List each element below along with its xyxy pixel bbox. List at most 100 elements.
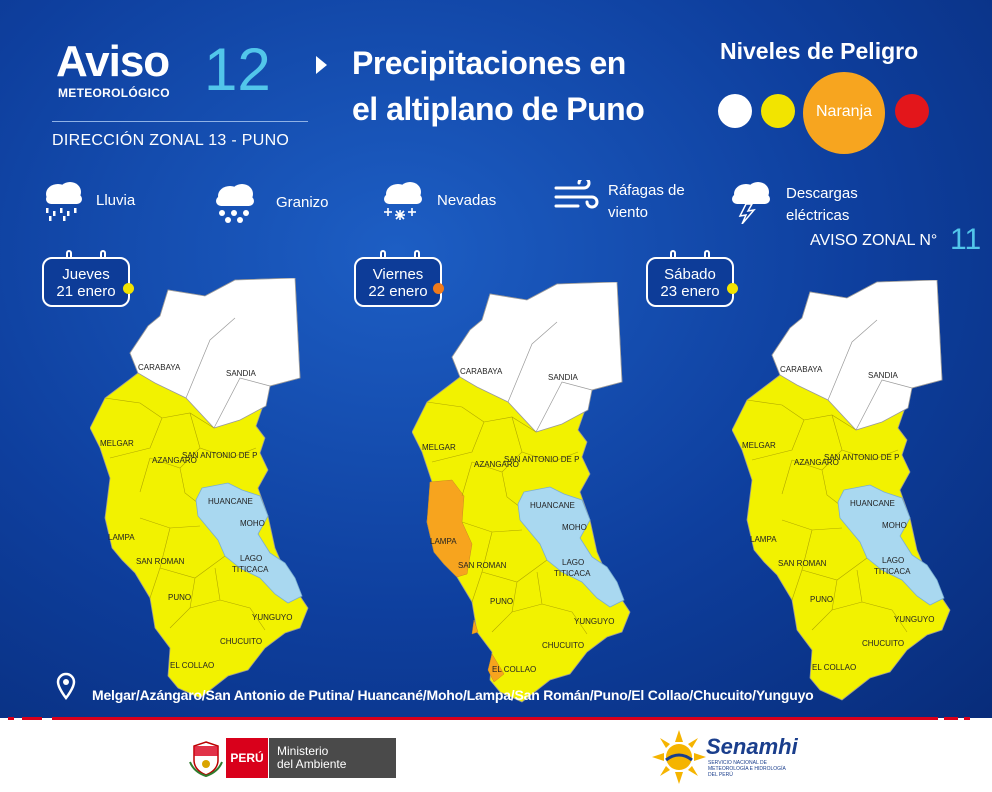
niveles-title: Niveles de Peligro bbox=[720, 38, 919, 64]
province-borders bbox=[104, 397, 266, 631]
aviso-zonal-label: AVISO ZONAL N° bbox=[810, 232, 938, 249]
map-label-carabaya: CARABAYA bbox=[780, 365, 823, 374]
map-label-melgar: MELGAR bbox=[742, 441, 776, 450]
lightning-cloud-icon bbox=[732, 182, 770, 224]
map-label-el-collao: EL COLLAO bbox=[812, 663, 856, 672]
map-label-puno: PUNO bbox=[810, 595, 833, 604]
map-label-azangaro: AZANGARO bbox=[152, 456, 197, 465]
title-line-1: Precipitaciones en bbox=[352, 45, 626, 81]
region-border bbox=[827, 319, 913, 431]
title-line-2: el altiplano de Puno bbox=[352, 91, 645, 127]
map-label-sandia: SANDIA bbox=[548, 373, 578, 382]
level-yellow-dot bbox=[761, 94, 795, 128]
rain-cloud-icon bbox=[46, 182, 82, 221]
ministerio-line-1: Ministerio bbox=[277, 744, 329, 758]
map-label-san-antonio: SAN ANTONIO DE P bbox=[504, 455, 579, 464]
map-label-lago: LAGO bbox=[240, 554, 262, 563]
senamhi-subtitle: SERVICIO NACIONAL DE METEOROLOGÍA E HIDR… bbox=[708, 760, 786, 778]
day-date: 22 enero bbox=[368, 283, 428, 300]
map-label-yunguyo: YUNGUYO bbox=[574, 617, 614, 626]
page-title: Precipitaciones en el altiplano de Puno bbox=[352, 40, 645, 132]
peru-label: PERÚ bbox=[226, 738, 268, 778]
day-badge-sabado: Sábado 23 enero bbox=[646, 257, 734, 307]
brand-meteorologico: METEOROLÓGICO bbox=[58, 86, 170, 100]
map-label-carabaya: CARABAYA bbox=[138, 363, 181, 372]
map-label-lampa: LAMPA bbox=[108, 533, 135, 542]
map-label-el-collao: EL COLLAO bbox=[170, 661, 214, 670]
region-orange bbox=[426, 479, 505, 683]
map-label-moho: MOHO bbox=[882, 521, 907, 530]
snow-cloud-icon bbox=[384, 182, 422, 220]
map-label-sandia: SANDIA bbox=[226, 369, 256, 378]
map-label-yunguyo: YUNGUYO bbox=[894, 615, 934, 624]
map-label-sandia: SANDIA bbox=[868, 371, 898, 380]
province-borders bbox=[426, 401, 588, 635]
brand-divider bbox=[52, 121, 308, 122]
map-label-lago: LAGO bbox=[882, 556, 904, 565]
map-label-chucuito: CHUCUITO bbox=[220, 637, 262, 646]
phenomenon-rafagas: Ráfagas de viento bbox=[608, 180, 685, 224]
map-label-lampa: LAMPA bbox=[430, 537, 457, 546]
ministerio-line-2: del Ambiente bbox=[277, 757, 347, 771]
brand-number: 12 bbox=[204, 36, 271, 103]
map-label-azangaro: AZANGARO bbox=[474, 460, 519, 469]
map-label-san-antonio: SAN ANTONIO DE P bbox=[824, 453, 899, 462]
level-white-dot bbox=[718, 94, 752, 128]
map-label-chucuito: CHUCUITO bbox=[862, 639, 904, 648]
map-label-san-roman: SAN ROMAN bbox=[136, 557, 185, 566]
ministerio-text: Ministerio del Ambiente bbox=[268, 738, 396, 778]
level-orange-dot bbox=[803, 72, 885, 154]
map-label-titicaca: TITICACA bbox=[232, 565, 269, 574]
map-label-huancane: HUANCANE bbox=[208, 497, 253, 506]
brand-aviso: Aviso bbox=[56, 37, 170, 86]
hail-cloud-icon bbox=[216, 184, 254, 223]
direccion-zonal: DIRECCIÓN ZONAL 13 - PUNO bbox=[52, 132, 290, 149]
map-label-titicaca: TITICACA bbox=[554, 569, 591, 578]
phenomenon-granizo: Granizo bbox=[276, 194, 329, 211]
warning-panel: Aviso METEOROLÓGICO 12 DIRECCIÓN ZONAL 1… bbox=[0, 0, 992, 718]
map-label-san-roman: SAN ROMAN bbox=[458, 561, 507, 570]
level-orange-label: Naranja bbox=[815, 103, 873, 120]
map-label-titicaca: TITICACA bbox=[874, 567, 911, 576]
descargas-line-2: eléctricas bbox=[786, 207, 850, 224]
map-label-puno: PUNO bbox=[168, 593, 191, 602]
day-date: 21 enero bbox=[56, 283, 116, 300]
map-label-san-roman: SAN ROMAN bbox=[778, 559, 827, 568]
phenomenon-nevadas: Nevadas bbox=[437, 192, 497, 209]
day-name: Jueves bbox=[62, 266, 110, 283]
phenomenon-descargas: Descargas eléctricas bbox=[786, 183, 858, 227]
map-label-moho: MOHO bbox=[240, 519, 265, 528]
day-level-dot bbox=[123, 283, 134, 294]
ministerio-logo: PERÚ Ministerio del Ambiente bbox=[226, 738, 396, 778]
rafagas-line-2: viento bbox=[608, 204, 649, 221]
senamhi-sun-icon bbox=[652, 730, 706, 784]
lake-titicaca bbox=[517, 486, 625, 608]
map-label-azangaro: AZANGARO bbox=[794, 458, 839, 467]
level-red-dot bbox=[895, 94, 929, 128]
aviso-zonal-number: 11 bbox=[950, 223, 982, 256]
day-name: Viernes bbox=[372, 266, 424, 283]
map-label-el-collao: EL COLLAO bbox=[492, 665, 536, 674]
map-label-puno: PUNO bbox=[490, 597, 513, 606]
red-divider bbox=[8, 717, 970, 720]
map-label-chucuito: CHUCUITO bbox=[542, 641, 584, 650]
day-badge-jueves: Jueves 21 enero bbox=[42, 257, 130, 307]
map-label-lago: LAGO bbox=[562, 558, 584, 567]
senamhi-logo-text: Senamhi bbox=[706, 734, 798, 759]
chevron-right-icon bbox=[316, 56, 327, 74]
day-name: Sábado bbox=[664, 266, 716, 283]
day-date: 23 enero bbox=[660, 283, 720, 300]
peru-seal-icon bbox=[189, 741, 223, 778]
province-list: Melgar/Azángaro/San Antonio de Putina/ H… bbox=[92, 687, 814, 703]
region-border bbox=[185, 317, 271, 429]
phenomenon-lluvia: Lluvia bbox=[96, 192, 136, 209]
map-label-moho: MOHO bbox=[562, 523, 587, 532]
region-white bbox=[451, 282, 623, 433]
map-label-carabaya: CARABAYA bbox=[460, 367, 503, 376]
region-white bbox=[771, 280, 943, 431]
map-label-huancane: HUANCANE bbox=[850, 499, 895, 508]
map-label-san-antonio: SAN ANTONIO DE P bbox=[182, 451, 257, 460]
